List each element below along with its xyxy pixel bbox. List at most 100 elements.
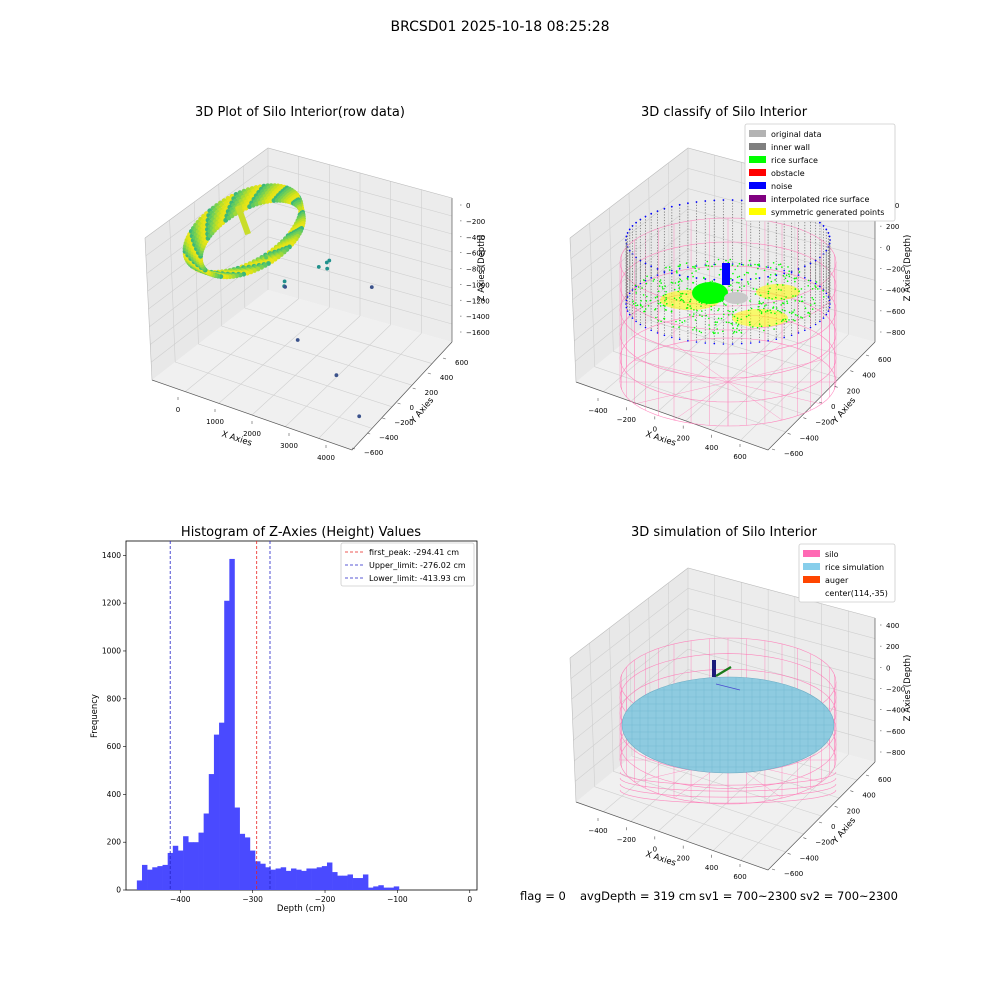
- outlier-point: [357, 414, 362, 419]
- panel4-z-tick: 200: [886, 643, 899, 651]
- panel2-y-tick: 600: [878, 356, 891, 364]
- panel2-x-tick: −400: [588, 407, 607, 415]
- rice-surface-point: [781, 309, 784, 311]
- histogram-bar: [172, 845, 179, 890]
- panel2-classified-points: [625, 199, 831, 345]
- wall-grid-line: [609, 627, 614, 772]
- rice-surface-point: [794, 277, 796, 280]
- rice-surface-point: [708, 317, 710, 320]
- noise-point: [695, 201, 698, 203]
- panel2-y-tick: −200: [815, 419, 834, 427]
- rice-surface-point: [659, 305, 662, 307]
- rice-surface-point: [654, 309, 656, 311]
- silo-mesh-spoke: [634, 359, 729, 383]
- rice-surface-point: [675, 270, 678, 272]
- rice-surface-point: [772, 307, 774, 309]
- rice-surface-point: [692, 281, 694, 284]
- panel4-silo-mesh-front: [619, 771, 837, 804]
- panel2-legend-label: obstacle: [771, 169, 805, 178]
- rice-surface-point: [705, 314, 707, 317]
- rice-surface-point: [813, 302, 816, 305]
- noise-point: [635, 320, 637, 323]
- rice-surface-point: [738, 282, 740, 284]
- panel2-y-tick-mark: [787, 433, 791, 435]
- panel4-x-tick: 200: [677, 855, 690, 863]
- rice-surface-point: [782, 318, 784, 321]
- histogram-bar: [316, 867, 323, 890]
- ring-point: [243, 205, 249, 211]
- rice-surface-point: [800, 296, 803, 298]
- rice-surface-point: [680, 298, 683, 301]
- outlier-point: [295, 338, 300, 342]
- rice-surface-point: [798, 300, 801, 303]
- noise-point: [767, 340, 769, 342]
- rice-surface-point: [788, 273, 790, 276]
- panel3-y-ticks: 0 200 400 600 800 1000 1200 1400: [102, 551, 126, 895]
- rice-surface-point: [687, 303, 689, 306]
- rice-surface-point: [692, 315, 694, 318]
- rice-surface-point: [632, 303, 635, 305]
- rice-surface-point: [718, 274, 721, 276]
- rice-surface-point: [695, 329, 698, 331]
- rice-surface-point: [758, 263, 760, 266]
- panel1-y-tick-mark: [412, 387, 416, 390]
- rice-surface-point: [716, 321, 718, 324]
- floor-grid-line: [630, 304, 742, 402]
- panel2-legend-label: noise: [771, 182, 792, 191]
- floor-pane: [152, 290, 452, 450]
- noise-point: [628, 292, 631, 295]
- panel4-legend-label: auger: [825, 576, 849, 585]
- rice-surface-point: [659, 280, 661, 283]
- panel-histogram: Histogram of Z-Axies (Height) Values −40…: [90, 525, 478, 914]
- rice-surface-point: [691, 272, 693, 275]
- rice-surface-point: [769, 274, 772, 276]
- symmetric-points-patch: [756, 284, 800, 300]
- panel4-y-tick: −400: [800, 854, 819, 862]
- floor-grid-line: [185, 298, 299, 392]
- panel1-y-tick: −200: [394, 419, 413, 427]
- rice-surface-point: [811, 297, 813, 299]
- panel1-outlier-points: [264, 255, 374, 419]
- noise-point: [663, 334, 666, 337]
- noise-point: [626, 310, 629, 312]
- rice-surface-point: [678, 287, 680, 290]
- rice-surface-point: [760, 303, 763, 305]
- noise-point: [783, 269, 785, 272]
- rice-surface-point: [745, 315, 748, 318]
- silo-mesh-spoke: [673, 343, 729, 383]
- rice-surface-point: [706, 260, 709, 263]
- noise-point: [822, 225, 825, 227]
- rice-surface-point: [658, 285, 661, 287]
- x-tick-label: −100: [387, 895, 408, 904]
- rice-surface-point: [714, 321, 717, 323]
- noise-point: [790, 334, 793, 337]
- rice-surface-point: [657, 290, 660, 293]
- rice-surface-point: [807, 279, 810, 282]
- rice-surface-point: [665, 293, 667, 296]
- wall-grid-line: [628, 192, 633, 337]
- outlier-point: [264, 255, 268, 260]
- noise-point: [713, 342, 716, 345]
- histogram-bar: [270, 869, 276, 890]
- noise-point: [656, 268, 659, 270]
- panel2-legend-label: original data: [771, 130, 822, 139]
- rice-surface-point: [763, 329, 765, 332]
- rice-surface-point: [668, 266, 671, 268]
- noise-point: [670, 272, 673, 275]
- ring-point: [254, 201, 260, 207]
- rice-surface-point: [792, 295, 794, 297]
- noise-point: [663, 271, 666, 274]
- noise-point: [656, 332, 659, 334]
- panel1-x-tick: 3000: [280, 442, 298, 450]
- rice-surface-point: [768, 297, 770, 299]
- noise-point: [822, 317, 825, 319]
- silo-mesh-front-ring: [619, 771, 837, 786]
- rice-surface-point: [771, 298, 773, 300]
- ring-point: [250, 202, 256, 208]
- rice-surface-point: [689, 298, 692, 301]
- rice-surface-point: [801, 317, 804, 319]
- histogram-bar: [352, 878, 359, 890]
- noise-point: [809, 326, 812, 329]
- histogram-bar: [342, 875, 348, 890]
